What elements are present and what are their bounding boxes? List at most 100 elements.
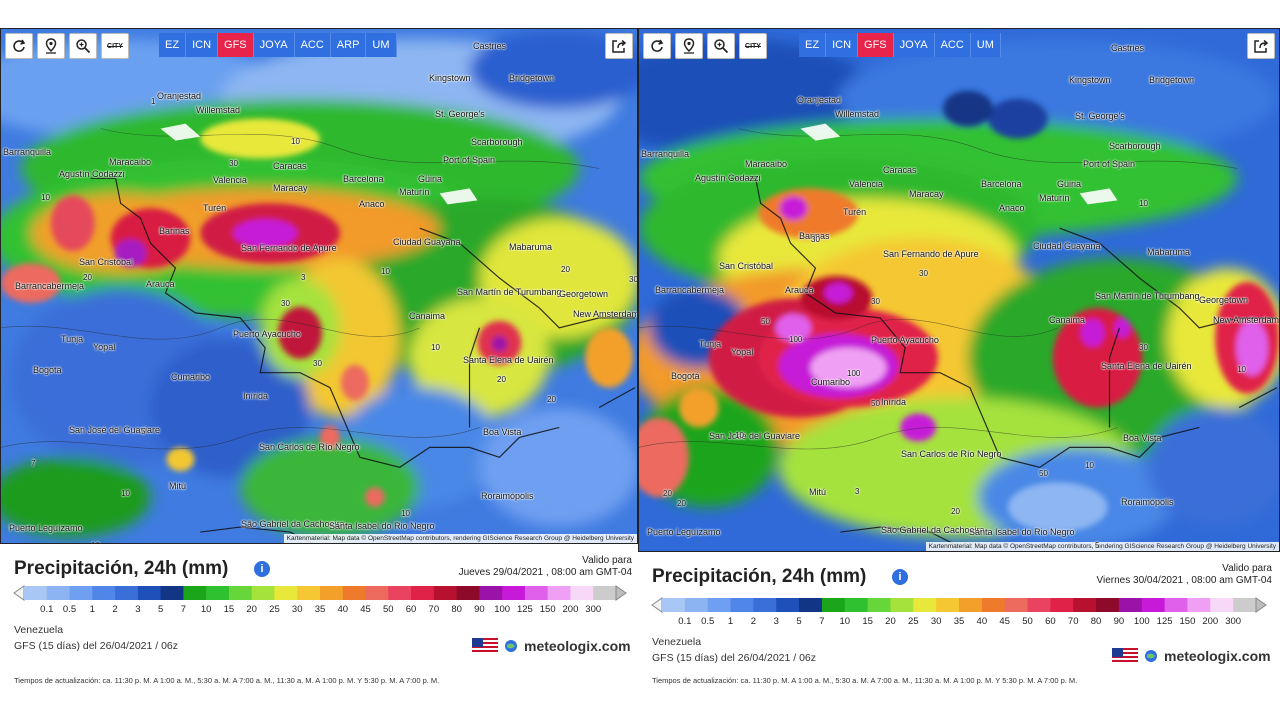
model-tab-icn[interactable]: ICN xyxy=(186,33,219,57)
scale-swatch xyxy=(502,586,526,600)
model-tab-gfs[interactable]: GFS xyxy=(218,33,254,57)
precipitation-map[interactable]: CITY EZ ICN GFS JOYA ACC ARP UM Castries… xyxy=(0,28,638,544)
forecast-meta: Venezuela GFS (15 días) del 26/04/2021 /… xyxy=(652,634,816,666)
city-label: Maturín xyxy=(1039,193,1070,203)
scale-tick-label: 200 xyxy=(1202,616,1219,627)
city-button[interactable]: CITY xyxy=(101,33,129,59)
scale-tick-label: 100 xyxy=(494,604,511,615)
scale-tick-label: 70 xyxy=(428,604,440,615)
city-label: Anaco xyxy=(359,199,385,209)
scale-tick-label: 90 xyxy=(1113,616,1125,627)
scale-swatch xyxy=(456,586,480,600)
share-button[interactable] xyxy=(1247,33,1275,59)
scale-tick-label: 5 xyxy=(157,604,164,615)
contour-label: 7 xyxy=(31,459,36,468)
scale-tick-label: 0.5 xyxy=(62,604,77,615)
city-label: Inírida xyxy=(881,397,907,407)
city-label: São Gabriel da Cachoeira xyxy=(241,519,345,529)
city-label: Inírida xyxy=(243,391,269,401)
city-label: San Carlos de Río Negro xyxy=(259,442,360,452)
model-tab-acc[interactable]: ACC xyxy=(294,33,331,57)
city-label: San Cristóbal xyxy=(79,257,134,267)
city-label: Puerto Ayacucho xyxy=(233,329,301,339)
brand[interactable]: meteologix.com xyxy=(1112,648,1271,664)
model-tab-gfs[interactable]: GFS xyxy=(858,33,894,57)
scale-tick-label: 15 xyxy=(223,604,235,615)
model-tab-joya[interactable]: JOYA xyxy=(893,33,935,57)
scale-swatch xyxy=(821,598,846,612)
scale-tick-label: 0.1 xyxy=(678,616,692,627)
model-tab-arp[interactable]: ARP xyxy=(330,33,367,57)
scale-tick-label: 7 xyxy=(819,616,825,627)
scale-tick-label: 1 xyxy=(727,616,734,627)
share-button[interactable] xyxy=(605,33,633,59)
model-tab-ez[interactable]: EZ xyxy=(159,33,187,57)
update-times: Tiempos de actualización: ca. 11:30 p. M… xyxy=(652,676,1078,685)
precipitation-map[interactable]: CITY EZ ICN GFS JOYA ACC UM Castries Kin… xyxy=(638,28,1280,552)
scale-tick-label: 90 xyxy=(474,604,485,615)
contour-label: 20 xyxy=(951,507,960,516)
scale-swatch xyxy=(1118,598,1143,612)
valid-for: Valido para Viernes 30/04/2021 , 08:00 a… xyxy=(1097,563,1272,587)
scale-tick-label: 0.1 xyxy=(40,604,54,615)
city-label: Santa Elena de Uairén xyxy=(463,355,554,365)
city-label: Kingstown xyxy=(1069,75,1111,85)
valid-label: Valido para xyxy=(582,555,632,566)
model-tab-joya[interactable]: JOYA xyxy=(253,33,295,57)
run-label: GFS (15 días) del 26/04/2021 / 06z xyxy=(14,640,179,652)
model-tab-acc[interactable]: ACC xyxy=(934,33,971,57)
scale-swatch xyxy=(228,586,253,600)
model-tab-um[interactable]: UM xyxy=(366,33,397,57)
scale-tick-label: 40 xyxy=(976,616,988,627)
scale-swatch xyxy=(92,586,116,600)
model-tabs: EZ ICN GFS JOYA ACC ARP UM xyxy=(159,33,397,57)
precipitation-field xyxy=(1,29,637,543)
model-tab-um[interactable]: UM xyxy=(970,33,1001,57)
scale-swatch xyxy=(24,586,48,600)
contour-label: 20 xyxy=(561,265,570,274)
model-tab-icn[interactable]: ICN xyxy=(826,33,859,57)
city-button[interactable]: CITY xyxy=(739,33,767,59)
contour-label: 50 xyxy=(761,317,770,326)
city-label: Port of Spain xyxy=(443,155,496,165)
city-label: St. George's xyxy=(435,109,485,119)
contour-label: 100 xyxy=(847,369,861,378)
city-label: Barcelona xyxy=(981,179,1022,189)
brand-name: meteologix.com xyxy=(1164,648,1271,664)
scale-swatch xyxy=(776,598,800,612)
model-tab-ez[interactable]: EZ xyxy=(799,33,827,57)
contour-label: 30 xyxy=(1139,343,1148,352)
info-icon[interactable]: i xyxy=(254,561,270,577)
scale-tick-label: 20 xyxy=(885,616,896,627)
scale-tick-label: 15 xyxy=(862,616,873,627)
valid-label: Valido para xyxy=(1222,563,1272,574)
city-label: Güiria xyxy=(1057,179,1082,189)
location-button[interactable] xyxy=(675,33,703,59)
city-label: Oranjestad xyxy=(797,95,842,105)
scale-tick-label: 50 xyxy=(1022,616,1033,627)
contour-label: 5 xyxy=(1095,541,1100,550)
city-label: San José del Guaviare xyxy=(69,425,161,435)
scale-tick-label: 80 xyxy=(451,604,462,615)
zoom-button[interactable] xyxy=(69,33,97,59)
color-scale: 0.1 0.5 1 2 3 5 7 10 15 20 25 30 35 40 45 50 60 70 80 90 100… xyxy=(638,594,1280,628)
refresh-button[interactable] xyxy=(643,33,671,59)
brand[interactable]: meteologix.com xyxy=(472,638,631,654)
scale-swatch xyxy=(365,586,389,600)
city-label: Cumaribo xyxy=(171,372,211,382)
refresh-icon xyxy=(651,39,664,52)
location-pin-icon xyxy=(683,38,695,54)
scale-swatch xyxy=(524,586,549,600)
city-label: San José del Guaviare xyxy=(709,431,801,441)
scale-swatch xyxy=(707,598,732,612)
info-icon[interactable]: i xyxy=(892,569,908,585)
location-button[interactable] xyxy=(37,33,65,59)
city-label: Georgetown xyxy=(1199,295,1249,305)
zoom-button[interactable] xyxy=(707,33,735,59)
scale-swatch xyxy=(890,598,914,612)
color-scale-bar xyxy=(13,585,627,601)
city-label: Canaima xyxy=(409,311,446,321)
refresh-button[interactable] xyxy=(5,33,33,59)
map-title: Precipitación, 24h (mm) xyxy=(652,566,867,587)
city-label: Scarborough xyxy=(1109,141,1161,151)
